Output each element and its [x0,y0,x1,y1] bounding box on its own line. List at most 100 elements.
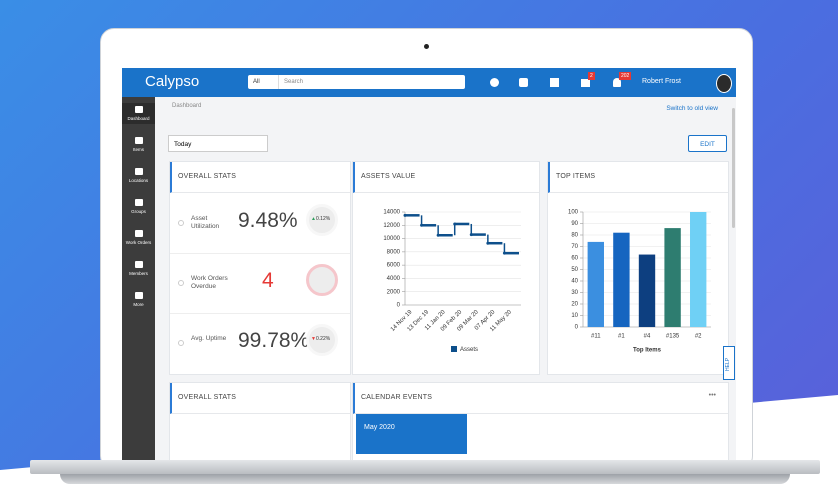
sidebar-item[interactable]: Dashboard [122,103,155,124]
help-tab[interactable]: HELP [723,346,735,380]
breadcrumb[interactable]: Dashboard [172,103,202,109]
stat-gauge [306,264,338,296]
user-name[interactable]: Robert Frost [642,78,681,85]
y-tick-label: 8000 [387,249,401,255]
y-tick-label: 14000 [383,210,400,216]
cart-badge: 2 [588,72,595,80]
notification-badge: 202 [619,72,632,80]
calendar-card: CALENDAR EVENTS ••• May 2020 [352,382,729,460]
stat-label: Asset Utilization [191,215,220,230]
card-header [353,383,728,414]
assets-chart: 02000400060008000100001200014000Assets14… [383,210,521,353]
camera [424,44,429,49]
sidebar-item[interactable]: Locations [122,165,155,186]
y-tick-label: 30 [571,290,578,296]
x-tick-label: #1 [618,334,625,340]
sidebar-item[interactable]: Groups [122,196,155,217]
sidebar-icon [134,230,143,237]
card-header [548,162,728,193]
sidebar-label: Work Orders [125,240,152,245]
sidebar-icon [134,168,143,175]
y-tick-label: 10 [571,313,578,319]
sidebar-label: Dashboard [127,116,150,121]
y-tick-label: 6000 [387,263,401,269]
card-title: ASSETS VALUE [361,173,416,180]
laptop-base-bottom [60,474,790,484]
scrollbar [732,108,735,228]
y-tick-label: 10000 [383,236,400,242]
sidebar-label: More [133,302,144,307]
card-header [170,162,350,193]
legend-label: Assets [460,347,478,353]
x-tick-label: #11 [591,334,601,340]
search-input[interactable]: Search [278,75,465,89]
bar [664,228,681,327]
y-tick-label: 50 [571,267,578,273]
sidebar-icon [134,292,143,299]
point [403,213,407,217]
point [469,233,473,237]
search-scope[interactable]: All [248,75,278,89]
sidebar-icon [134,106,143,113]
y-tick-label: 0 [397,303,401,309]
calendar-header: May 2020 [356,414,467,454]
card-title: TOP ITEMS [556,173,596,180]
sidebar-label: Groups [131,209,146,214]
x-axis-title: Top Items [633,348,662,354]
x-tick-label: #4 [644,334,651,340]
y-tick-label: 0 [575,325,579,331]
y-tick-label: 100 [568,210,579,216]
y-tick-label: 4000 [387,276,401,282]
more-menu[interactable]: ••• [708,392,716,399]
y-tick-label: 2000 [387,289,401,295]
calendar-icon[interactable] [550,78,559,87]
card-title: CALENDAR EVENTS [361,394,433,401]
switch-view-link[interactable]: Switch to old view [666,105,718,112]
y-tick-label: 90 [571,221,578,227]
calendar-month: May 2020 [364,424,395,431]
app-header: Calypso All Search 2 202 Robert Frost [122,68,736,97]
card-title: OVERALL STATS [178,394,237,401]
bar [638,254,656,327]
overall-stats-card-2: OVERALL STATS [169,382,351,460]
point [436,233,440,237]
sidebar-item[interactable]: More [122,289,155,310]
card-header [170,383,350,414]
y-tick-label: 60 [571,256,578,262]
avatar[interactable] [716,74,732,93]
sidebar-label: Items [132,147,144,152]
help-label[interactable]: HELP [725,357,731,371]
sidebar-label: Members [129,271,148,276]
status-dot [178,280,184,286]
stat-row: Asset Utilization 9.48% ▲ 0.12% [170,193,350,254]
sidebar-icon [134,137,143,144]
date-filter[interactable]: Today [168,135,268,152]
stat-row: Avg. Uptime 99.78% ▼ 0.22% [170,313,350,373]
point [420,223,424,227]
screen: Calypso All Search 2 202 Robert Frost Da… [122,68,736,460]
point [486,241,490,245]
card-header [353,162,539,193]
bar [690,212,707,327]
sidebar-item[interactable]: Work Orders [122,227,155,248]
stat-value: 9.48% [238,209,298,232]
change-arrow: ▼ [311,336,316,342]
stat-label: Work Orders Overdue [191,275,228,290]
sidebar-icon [134,261,143,268]
add-icon[interactable] [490,78,499,87]
y-tick-label: 80 [571,233,578,239]
sidebar-item[interactable]: Items [122,134,155,155]
cart-icon[interactable] [581,79,590,87]
logo[interactable]: Calypso [145,73,200,90]
settings-icon[interactable] [519,78,528,87]
stat-row: Work Orders Overdue 4 [170,253,350,314]
top-items-chart: 0 10 20 30 40 50 60 70 80 90 100 #11 #1 #4 #135 #2 Top I… [568,210,711,354]
point [453,222,457,226]
assets-value-card: ASSETS VALUE 0 2000 4000 6000 8000 10000 12000… [352,161,540,375]
notification-icon[interactable] [613,78,621,87]
stat-change: 0.22% [316,336,331,342]
stat-value: 4 [262,269,274,292]
edit-button[interactable]: EDIT [688,135,727,152]
sidebar-item[interactable]: Members [122,258,155,279]
